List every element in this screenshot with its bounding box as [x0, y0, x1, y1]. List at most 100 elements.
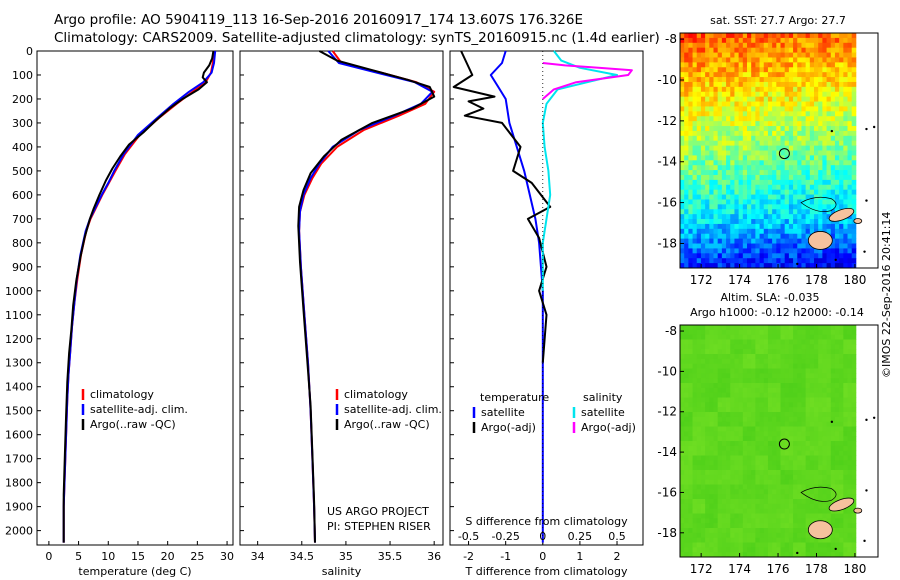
map-cell	[713, 416, 719, 423]
map-cell	[696, 155, 702, 161]
map-cell	[851, 470, 857, 476]
map-cell	[692, 214, 698, 220]
map-cell	[809, 155, 815, 161]
map-cell	[772, 470, 777, 476]
map-cell	[851, 116, 857, 122]
map-cell	[793, 135, 798, 142]
map-cell	[793, 248, 798, 254]
map-cell	[772, 96, 777, 102]
map-cell	[709, 121, 714, 127]
map-cell	[818, 150, 823, 156]
map-cell	[734, 37, 740, 44]
map-cell	[830, 263, 836, 269]
map-cell	[788, 223, 794, 230]
map-cell	[843, 508, 848, 514]
map-cell	[780, 368, 786, 374]
map-cell	[755, 518, 760, 524]
map-cell	[776, 184, 781, 191]
map-cell	[767, 354, 773, 360]
map-cell	[784, 528, 790, 534]
map-cell	[705, 339, 710, 345]
map-cell	[780, 383, 786, 389]
map-cell	[726, 150, 731, 156]
map-cell	[763, 503, 769, 510]
map-cell	[680, 354, 685, 360]
map-cell	[822, 503, 827, 510]
map-cell	[776, 150, 781, 156]
map-cell	[713, 470, 719, 476]
map-cell	[772, 373, 777, 379]
map-cell	[755, 106, 760, 112]
map-cell	[738, 106, 744, 112]
map-cell	[772, 325, 777, 331]
map-cell	[730, 150, 735, 156]
map-cell	[793, 479, 798, 485]
map-cell	[705, 508, 710, 514]
map-cell	[847, 392, 853, 398]
map-cell	[763, 77, 769, 83]
map-cell	[747, 33, 752, 39]
lon-tick-label: 174	[728, 562, 751, 576]
map-cell	[730, 344, 735, 350]
map-cell	[776, 334, 781, 340]
map-cell	[793, 199, 798, 205]
map-cell	[734, 174, 740, 181]
map-cell	[834, 421, 840, 427]
map-cell	[709, 91, 714, 98]
map-cell	[705, 416, 710, 423]
map-cell	[818, 407, 823, 413]
map-cell	[680, 503, 685, 510]
map-cell	[700, 165, 706, 171]
map-cell	[826, 349, 832, 355]
map-cell	[822, 214, 827, 220]
map-cell	[726, 160, 731, 166]
map-cell	[784, 508, 790, 514]
island-vanua-levu	[828, 208, 855, 222]
map-cell	[747, 101, 752, 107]
map-cell	[709, 42, 714, 49]
map-cell	[801, 383, 807, 389]
map-cell	[713, 387, 719, 394]
map-cell	[684, 503, 689, 510]
map-cell	[751, 523, 756, 529]
map-cell	[772, 219, 777, 225]
map-cell	[767, 253, 773, 259]
map-cell	[826, 339, 832, 345]
map-cell	[805, 67, 811, 73]
legend-entry: Argo(..raw -QC)	[344, 418, 430, 431]
map-cell	[780, 174, 786, 181]
map-cell	[822, 165, 827, 171]
map-cell	[705, 354, 710, 360]
map-cell	[726, 165, 731, 171]
map-cell	[747, 145, 752, 151]
map-cell	[834, 547, 840, 553]
map-cell	[730, 513, 735, 519]
map-cell	[705, 518, 710, 524]
map-cell	[705, 184, 710, 191]
map-cell	[814, 121, 819, 127]
map-cell	[834, 96, 840, 102]
map-cell	[826, 150, 832, 156]
map-cell	[772, 155, 777, 161]
map-cell	[684, 523, 689, 529]
map-cell	[700, 155, 706, 161]
map-cell	[738, 174, 744, 181]
map-cell	[839, 106, 844, 112]
map-cell	[780, 532, 786, 539]
map-cell	[776, 170, 781, 176]
map-cell	[738, 474, 744, 481]
map-cell	[814, 57, 819, 63]
map-cell	[738, 184, 744, 191]
map-cell	[834, 383, 840, 389]
map-cell	[721, 174, 727, 181]
map-cell	[843, 450, 848, 456]
map-cell	[726, 489, 731, 495]
map-cell	[692, 111, 698, 117]
map-cell	[684, 436, 689, 442]
map-cell	[788, 101, 794, 107]
map-cell	[755, 392, 760, 398]
map-cell	[814, 460, 819, 466]
map-cell	[705, 532, 710, 539]
map-cell	[826, 199, 832, 205]
map-cell	[688, 121, 693, 127]
